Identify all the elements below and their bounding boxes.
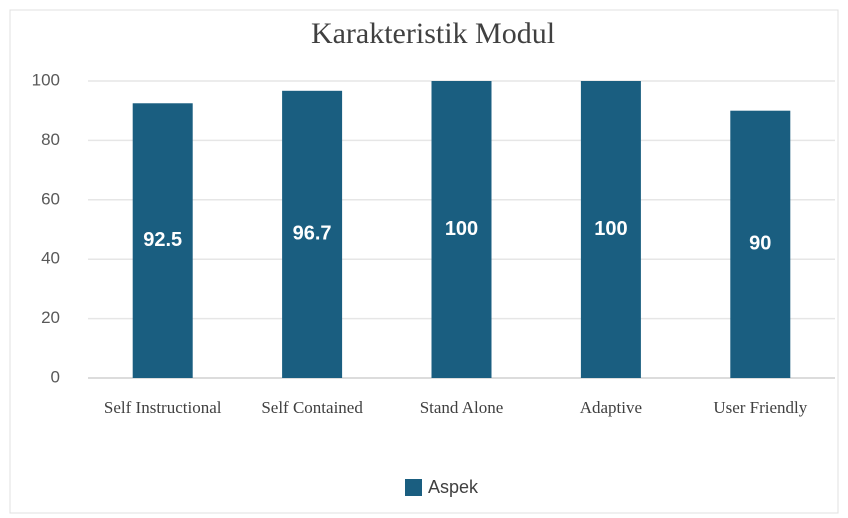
y-tick-label: 60	[41, 189, 60, 208]
bar	[580, 81, 641, 378]
y-tick-label: 0	[51, 367, 60, 386]
legend-swatch	[405, 479, 422, 496]
bar	[132, 103, 193, 379]
x-tick-label: Self Contained	[261, 398, 363, 417]
y-tick-label: 80	[41, 130, 60, 149]
bar	[282, 90, 343, 379]
data-label: 96.7	[293, 223, 332, 245]
chart-title: Karakteristik Modul	[311, 17, 555, 50]
y-tick-label: 100	[32, 70, 60, 89]
data-label: 92.5	[143, 229, 182, 251]
data-label: 90	[749, 233, 771, 255]
y-tick-label: 40	[41, 249, 60, 268]
x-tick-label: Self Instructional	[103, 398, 222, 417]
data-label: 100	[594, 218, 627, 240]
x-tick-label: Stand Alone	[419, 398, 504, 417]
data-label: 100	[445, 218, 478, 240]
y-tick-label: 20	[41, 308, 60, 327]
x-tick-label: User Friendly	[713, 398, 808, 417]
bar	[431, 81, 492, 378]
bar	[730, 110, 791, 378]
legend-label: Aspek	[428, 477, 479, 497]
x-tick-label: Adaptive	[579, 398, 643, 417]
